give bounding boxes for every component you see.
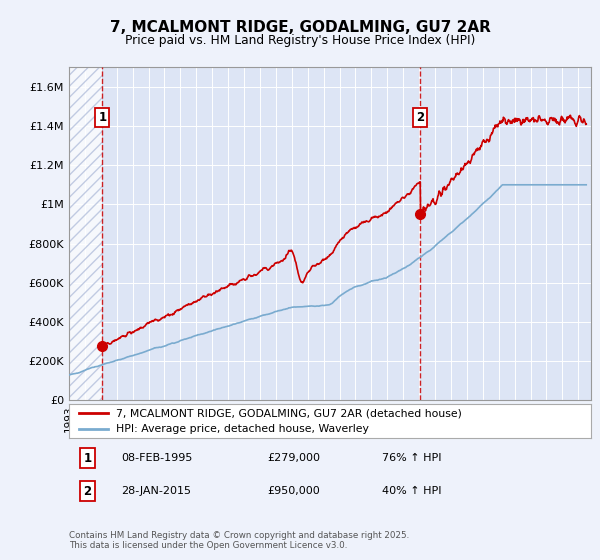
Text: 7, MCALMONT RIDGE, GODALMING, GU7 2AR: 7, MCALMONT RIDGE, GODALMING, GU7 2AR: [110, 20, 490, 35]
Text: £279,000: £279,000: [268, 453, 320, 463]
Text: 7, MCALMONT RIDGE, GODALMING, GU7 2AR (detached house): 7, MCALMONT RIDGE, GODALMING, GU7 2AR (d…: [116, 408, 462, 418]
Text: 1: 1: [83, 451, 91, 465]
Text: 08-FEB-1995: 08-FEB-1995: [121, 453, 193, 463]
Text: Price paid vs. HM Land Registry's House Price Index (HPI): Price paid vs. HM Land Registry's House …: [125, 34, 475, 46]
Text: 2: 2: [416, 111, 424, 124]
Text: £950,000: £950,000: [268, 486, 320, 496]
Text: 76% ↑ HPI: 76% ↑ HPI: [382, 453, 442, 463]
Text: HPI: Average price, detached house, Waverley: HPI: Average price, detached house, Wave…: [116, 424, 369, 435]
Text: Contains HM Land Registry data © Crown copyright and database right 2025.
This d: Contains HM Land Registry data © Crown c…: [69, 531, 409, 550]
Text: 28-JAN-2015: 28-JAN-2015: [121, 486, 191, 496]
Text: 40% ↑ HPI: 40% ↑ HPI: [382, 486, 442, 496]
Text: 1: 1: [98, 111, 106, 124]
Text: 2: 2: [83, 484, 91, 498]
